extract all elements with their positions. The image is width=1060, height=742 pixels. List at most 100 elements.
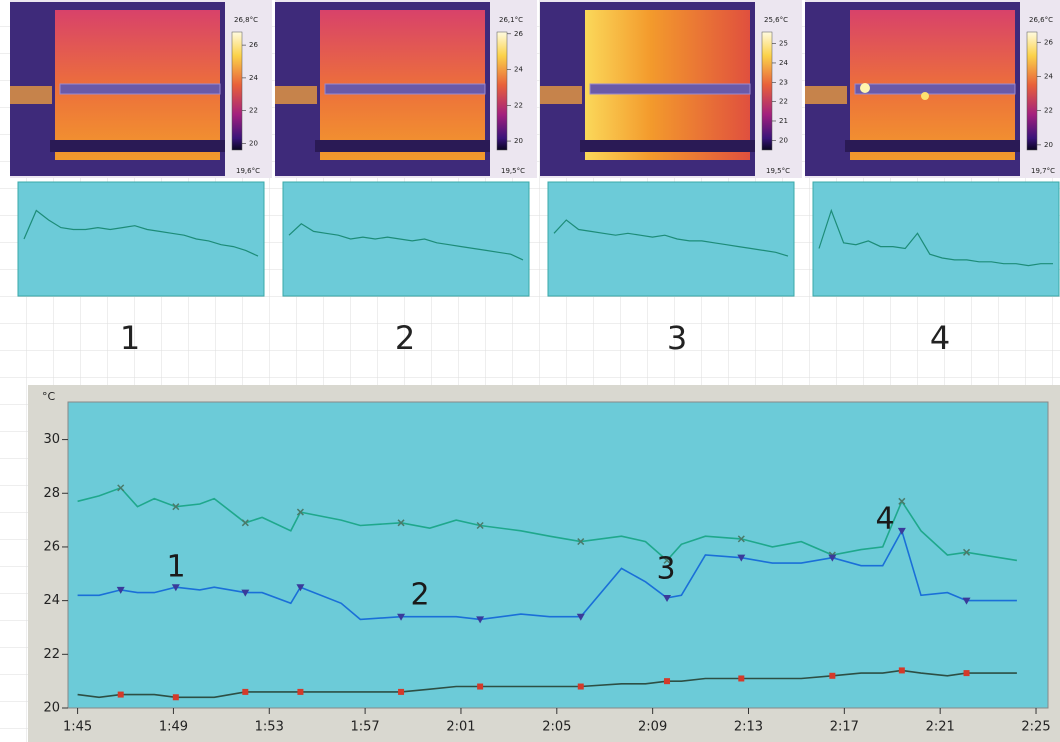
hot-spot <box>921 92 929 100</box>
marker <box>828 554 837 562</box>
x-tick-label: 2:01 <box>446 720 475 735</box>
y-tick-label: 20 <box>43 701 60 716</box>
colorbar-min-label: 19,5°C <box>501 167 525 175</box>
thermal-bar <box>589 83 751 95</box>
panel-label: 1 <box>120 319 140 357</box>
x-tick-label: 2:09 <box>638 720 667 735</box>
marker <box>172 503 180 511</box>
colorbar-max-label: 26,1°C <box>499 16 523 24</box>
thermal-bar <box>324 83 486 95</box>
marker <box>664 678 671 685</box>
y-axis-label: °C <box>42 390 56 403</box>
marker <box>117 484 125 492</box>
colorbar-tick-label: 22 <box>1044 107 1053 115</box>
colorbar-max-label: 26,6°C <box>1029 16 1053 24</box>
trend-line <box>288 223 524 261</box>
x-tick-label: 1:45 <box>63 720 92 735</box>
panel-label: 4 <box>930 319 950 357</box>
y-tick-label: 24 <box>43 593 60 608</box>
annotation: 1 <box>166 550 185 585</box>
x-tick-label: 2:17 <box>830 720 859 735</box>
thermal-bar <box>854 83 1016 95</box>
marker <box>737 535 745 543</box>
colorbar <box>231 31 243 151</box>
colorbar-tick-label: 24 <box>779 59 788 67</box>
trend-plot <box>282 181 530 297</box>
annotation: 4 <box>875 502 894 537</box>
marker <box>296 584 305 592</box>
colorbar-tick-label: 24 <box>249 74 258 82</box>
x-tick-label: 1:49 <box>159 720 188 735</box>
annotation: 2 <box>410 578 429 613</box>
thermal-left-glow <box>540 86 582 104</box>
thermal-left-glow <box>10 86 52 104</box>
colorbar-tick-label: 26 <box>249 41 258 49</box>
series-line <box>77 486 1018 562</box>
marker <box>898 667 905 674</box>
thermal-left-glow <box>805 86 847 104</box>
colorbar <box>761 31 773 151</box>
trend-plot <box>547 181 795 297</box>
colorbar <box>496 31 508 151</box>
marker <box>297 688 304 695</box>
trend-line <box>818 208 1053 267</box>
marker <box>397 613 406 621</box>
marker <box>398 688 405 695</box>
annotation: 3 <box>656 552 675 587</box>
x-tick-label: 2:13 <box>734 720 763 735</box>
colorbar-tick-label: 22 <box>249 107 258 115</box>
marker <box>898 497 906 505</box>
colorbar-tick-label: 23 <box>779 78 788 86</box>
colorbar-tick-label: 20 <box>779 136 788 144</box>
thermal-bottom-frame <box>315 140 490 152</box>
marker <box>963 548 971 556</box>
colorbar-min-label: 19,6°C <box>236 167 260 175</box>
trend-line <box>553 219 789 257</box>
marker <box>663 594 672 602</box>
marker <box>476 616 485 624</box>
marker <box>171 584 180 592</box>
marker <box>829 672 836 679</box>
y-tick-label: 26 <box>43 539 60 554</box>
trend-line <box>23 209 259 257</box>
marker <box>172 694 179 701</box>
y-tick-label: 22 <box>43 647 60 662</box>
marker <box>476 521 484 530</box>
marker <box>962 597 971 605</box>
colorbar-tick-label: 25 <box>779 40 788 48</box>
marker <box>397 519 405 527</box>
thermal-bottom-frame <box>580 140 755 152</box>
colorbar-tick-label: 24 <box>514 66 523 74</box>
y-tick-label: 30 <box>43 432 60 447</box>
marker <box>663 556 671 564</box>
x-tick-label: 2:05 <box>542 720 571 735</box>
colorbar-tick-label: 24 <box>1044 72 1053 80</box>
series-line <box>77 528 1017 621</box>
colorbar-tick-label: 21 <box>779 117 788 125</box>
marker <box>477 683 484 690</box>
marker <box>242 688 249 695</box>
series-line <box>77 669 1017 699</box>
panel-label: 3 <box>667 319 687 357</box>
marker <box>116 586 125 594</box>
y-tick-label: 28 <box>43 486 60 501</box>
colorbar <box>1026 31 1038 151</box>
marker <box>897 527 906 535</box>
marker <box>738 675 745 682</box>
colorbar-max-label: 25,6°C <box>764 16 788 24</box>
colorbar-min-label: 19,7°C <box>1031 167 1055 175</box>
marker <box>737 554 746 562</box>
colorbar-min-label: 19,5°C <box>766 167 790 175</box>
colorbar-tick-label: 20 <box>249 139 258 147</box>
marker <box>296 508 304 516</box>
hot-spot <box>860 83 870 93</box>
marker <box>576 613 585 621</box>
colorbar-tick-label: 20 <box>514 137 523 145</box>
thermal-bottom-frame <box>50 140 225 152</box>
colorbar-max-label: 26,8°C <box>234 16 258 24</box>
colorbar-tick-label: 26 <box>1044 38 1053 46</box>
plot-area <box>67 401 1049 709</box>
x-tick-label: 1:53 <box>255 720 284 735</box>
